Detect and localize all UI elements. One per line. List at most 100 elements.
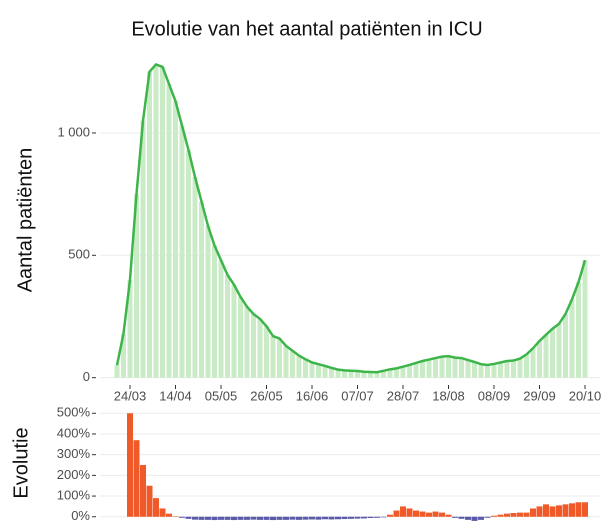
bar [335, 369, 341, 378]
bar [361, 371, 367, 378]
bar [354, 516, 361, 519]
bar [497, 514, 504, 517]
bar [309, 362, 315, 378]
bar [322, 365, 328, 378]
bar [420, 361, 425, 378]
bar [186, 150, 191, 378]
bar [563, 314, 568, 378]
bar [537, 340, 542, 378]
bar [264, 326, 269, 378]
bar [185, 516, 192, 519]
bar [225, 274, 230, 378]
bar [172, 516, 179, 517]
bar [387, 514, 393, 517]
bar [348, 516, 354, 519]
bar [445, 514, 452, 517]
bar [251, 314, 256, 378]
y-tick-label: 500% [57, 405, 91, 420]
bar [127, 279, 133, 378]
bar [504, 513, 510, 517]
line [115, 62, 587, 374]
bar [458, 516, 465, 519]
bar [231, 284, 237, 378]
bar [367, 516, 374, 518]
bar [146, 485, 153, 517]
bar [381, 370, 386, 378]
x-tick-label: 29/09 [523, 388, 556, 403]
bar [491, 363, 497, 378]
bar [205, 225, 211, 378]
bar [257, 516, 263, 520]
bar [147, 71, 152, 378]
bar [569, 299, 575, 378]
bar [341, 516, 348, 520]
bar [270, 336, 276, 378]
bar [517, 358, 523, 378]
bar [504, 361, 510, 378]
bar [530, 508, 536, 517]
bar [452, 357, 458, 378]
x-tick-label: 24/03 [114, 388, 147, 403]
bar [329, 367, 334, 378]
bar [283, 516, 289, 520]
bar [432, 511, 439, 517]
bar [413, 362, 419, 378]
bar [153, 498, 159, 517]
x-tick-label: 20/10 [569, 388, 602, 403]
y-tick-label: 0 [83, 369, 90, 384]
bar [446, 356, 451, 378]
bar [472, 361, 477, 378]
bar [543, 504, 549, 517]
bar [290, 350, 295, 378]
bar [380, 516, 387, 518]
bar [257, 318, 263, 378]
bar [237, 516, 244, 520]
bar [465, 360, 471, 378]
bar [231, 516, 237, 521]
bar [355, 371, 360, 378]
bar [498, 362, 503, 378]
bar [218, 516, 224, 520]
bar [550, 328, 555, 378]
bar [543, 334, 549, 378]
bar [478, 364, 484, 378]
bar [173, 101, 178, 378]
bar [192, 177, 198, 378]
bar [114, 365, 120, 378]
bar [471, 516, 478, 521]
bar [374, 372, 380, 378]
bar [316, 364, 321, 378]
bar [134, 194, 139, 378]
bar [484, 516, 491, 518]
bar [361, 516, 367, 519]
x-tick-label: 08/09 [478, 388, 511, 403]
x-tick-label: 26/05 [250, 388, 283, 403]
bar [127, 413, 133, 517]
bar [536, 506, 543, 517]
bar [296, 355, 302, 378]
bar [523, 512, 530, 517]
bar [582, 502, 588, 517]
bar [250, 516, 257, 520]
bar [276, 516, 283, 520]
bar [224, 516, 231, 520]
bar [478, 516, 484, 520]
x-tick-label: 28/07 [387, 388, 420, 403]
chart-title: Evolutie van het aantal patiënten in ICU [131, 18, 482, 40]
bar [524, 354, 529, 378]
bar [238, 296, 243, 378]
bar [452, 516, 458, 518]
x-tick-label: 05/05 [205, 388, 238, 403]
bar [205, 516, 211, 520]
bar [309, 516, 315, 520]
y-tick-label: 1 000 [57, 124, 90, 139]
bar [556, 505, 562, 517]
bar [283, 345, 289, 378]
bar [406, 508, 413, 517]
bar [562, 504, 569, 517]
bar [303, 359, 308, 378]
y-tick-label: 500 [68, 247, 90, 262]
bar [426, 359, 432, 378]
bar [575, 502, 582, 517]
